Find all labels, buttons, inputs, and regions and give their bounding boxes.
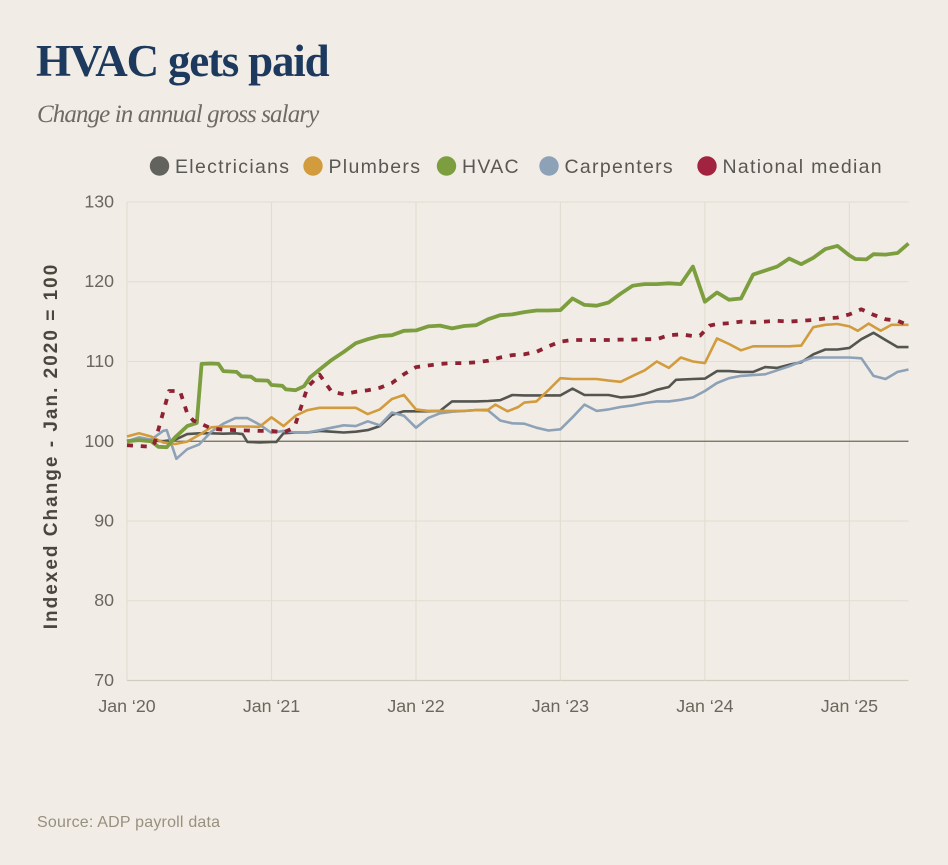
svg-text:Jan ‘22: Jan ‘22	[387, 696, 444, 716]
svg-text:90: 90	[94, 511, 114, 531]
svg-text:Jan ‘24: Jan ‘24	[676, 696, 733, 716]
svg-text:110: 110	[86, 351, 114, 371]
svg-text:HVAC: HVAC	[462, 156, 520, 178]
svg-text:HVAC gets paid: HVAC gets paid	[36, 36, 330, 86]
svg-text:Electricians: Electricians	[175, 156, 290, 178]
svg-text:Source: ADP payroll data: Source: ADP payroll data	[37, 814, 220, 831]
svg-text:Jan ‘25: Jan ‘25	[821, 696, 878, 716]
svg-text:Jan ‘23: Jan ‘23	[532, 696, 589, 716]
svg-text:130: 130	[84, 192, 114, 212]
svg-text:Indexed Change - Jan. 2020 = 1: Indexed Change - Jan. 2020 = 100	[41, 263, 62, 630]
svg-text:80: 80	[94, 590, 114, 610]
svg-text:Change in annual gross salary: Change in annual gross salary	[37, 101, 320, 128]
svg-text:120: 120	[84, 271, 114, 291]
svg-text:Jan ‘20: Jan ‘20	[98, 696, 155, 716]
svg-text:National median: National median	[723, 156, 883, 178]
svg-text:Carpenters: Carpenters	[565, 156, 674, 178]
svg-text:100: 100	[84, 431, 114, 451]
svg-text:70: 70	[94, 670, 114, 690]
svg-text:Jan ‘21: Jan ‘21	[243, 696, 300, 716]
svg-text:Plumbers: Plumbers	[329, 156, 422, 178]
